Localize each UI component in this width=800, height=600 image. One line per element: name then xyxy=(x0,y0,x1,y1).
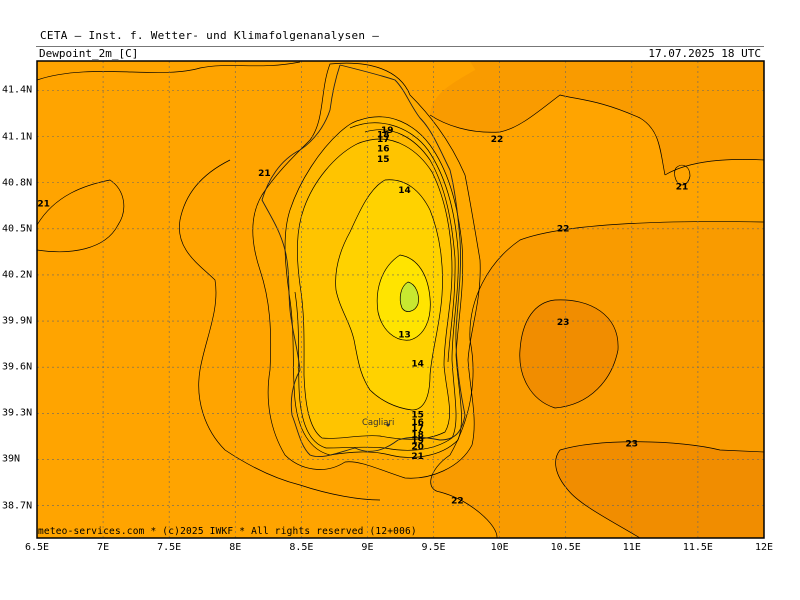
x-tick-label: 11E xyxy=(622,542,641,553)
y-tick-label: 39.6N xyxy=(2,361,33,373)
x-tick-label: 11.5E xyxy=(682,542,713,553)
contour-label: 14 xyxy=(411,360,424,370)
contour-label: 16 xyxy=(411,418,424,428)
y-tick-label: 38.7N xyxy=(2,500,33,512)
contour-label: 21 xyxy=(258,169,271,179)
y-tick-label: 39.3N xyxy=(2,407,33,419)
lat-lon-grid xyxy=(37,61,764,538)
x-tick-label: 8E xyxy=(229,542,242,553)
y-tick-label: 41.1N xyxy=(2,131,33,142)
city-marker-cagliari xyxy=(386,423,390,427)
contour-label: 21 xyxy=(411,452,424,462)
contour-label: 22 xyxy=(557,224,570,234)
x-tick-label: 10.5E xyxy=(550,542,581,553)
y-tick-label: 40.2N xyxy=(2,269,33,281)
map-subtitle-bar: Dewpoint_2m_[C] 17.07.2025 18 UTC xyxy=(36,46,764,61)
field-region-22-east xyxy=(430,61,764,538)
contour-label: 22 xyxy=(491,135,504,145)
field-region-23-south xyxy=(555,441,764,538)
y-tick-label: 39.9N xyxy=(2,315,33,327)
map-title: CETA — Inst. f. Wetter- und Klimafolgena… xyxy=(40,29,380,42)
contour-label: 19 xyxy=(381,126,394,136)
map-field: 1918171615142221212122231314151617181920… xyxy=(37,61,764,538)
x-tick-label: 7.5E xyxy=(157,542,182,553)
contour-label: 22 xyxy=(451,496,464,506)
y-tick-label: 40.5N xyxy=(2,223,33,235)
contour-label: 14 xyxy=(398,186,411,196)
city-label-cagliari: Cagliari xyxy=(362,418,394,428)
contour-labels: 1918171615142221212122231314151617181920… xyxy=(37,126,688,507)
contour-label: 18 xyxy=(411,430,424,440)
contour-label: 23 xyxy=(626,440,639,450)
contour-label: 17 xyxy=(411,424,424,434)
field-region-22-northwest xyxy=(320,61,560,98)
valid-time: 17.07.2025 18 UTC xyxy=(648,47,761,60)
field-name: Dewpoint_2m_[C] xyxy=(39,47,139,60)
contour-label: 15 xyxy=(411,410,424,420)
contour-label: 21 xyxy=(676,183,689,193)
y-tick-label: 40.8N xyxy=(2,177,33,189)
contour-label: 20 xyxy=(411,443,424,453)
contour-label: 16 xyxy=(377,144,390,154)
y-tick-label: 39N xyxy=(2,453,21,465)
field-level-12 xyxy=(400,282,419,312)
x-tick-label: 7E xyxy=(97,542,110,553)
contour-label: 15 xyxy=(377,155,390,165)
x-tick-label: 6.5E xyxy=(24,542,50,553)
contour-label: 23 xyxy=(557,318,570,328)
x-tick-label: 9.5E xyxy=(421,542,446,553)
contour-label: 19 xyxy=(411,436,424,446)
contour-label: 17 xyxy=(377,135,390,145)
contour-label: 13 xyxy=(398,330,411,340)
x-tick-label: 10E xyxy=(490,542,509,553)
field-region-21-islet xyxy=(674,165,690,185)
map-frame xyxy=(36,60,765,539)
x-tick-label: 9E xyxy=(361,542,374,553)
sardinia-coastline xyxy=(261,64,466,458)
contour-label: 18 xyxy=(377,130,390,140)
copyright-footer: meteo-services.com * (c)2025 IWKF * All … xyxy=(38,526,417,537)
field-region-23-central xyxy=(519,299,619,408)
x-tick-label: 8.5E xyxy=(289,542,314,553)
contour-label: 21 xyxy=(37,200,50,210)
y-tick-label: 41.4N xyxy=(2,84,33,96)
x-tick-label: 12E xyxy=(754,542,774,553)
